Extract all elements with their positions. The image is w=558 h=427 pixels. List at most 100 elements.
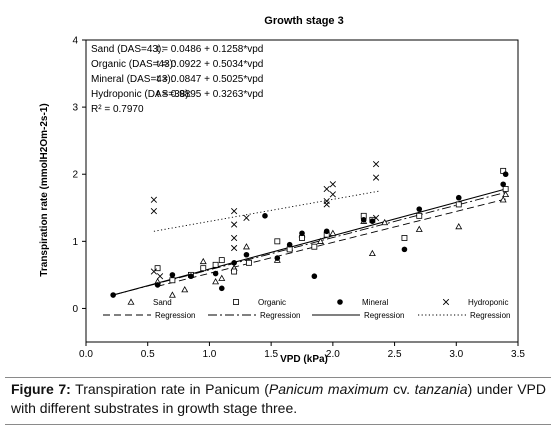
data-point-organic: [212, 261, 219, 268]
y-axis: 0 1 2 3 4: [72, 36, 86, 315]
data-points: [110, 161, 510, 298]
legend-line-label: Regression: [470, 311, 510, 320]
data-point-sand: [502, 190, 510, 197]
equation-formula: t = 0.0922 + 0.5034*vpd: [157, 59, 264, 70]
data-point-mineral: [262, 213, 268, 219]
data-point-sand: [499, 196, 507, 203]
data-point-mineral: [243, 251, 250, 258]
data-point-sand: [242, 243, 250, 250]
data-point-sand: [181, 286, 189, 293]
equation-formula: t = 0.0486 + 0.1258*vpd: [157, 44, 264, 55]
data-point-sand: [199, 257, 207, 265]
data-point-organic: [154, 265, 161, 272]
regression-equations: Sand (DAS=43):t = 0.0486 + 0.1258*vpd Org…: [91, 44, 263, 115]
x-tick-label: 1.5: [264, 349, 278, 360]
data-point-hydroponic: [150, 196, 158, 203]
y-tick-label: 2: [72, 170, 78, 181]
equation-label: Mineral (DAS=43):: [91, 74, 174, 85]
data-point-mineral: [360, 217, 367, 223]
data-point-hydroponic: [372, 174, 380, 181]
legend-label: Sand: [153, 298, 172, 307]
data-point-hydroponic: [150, 208, 158, 215]
data-point-hydroponic: [243, 214, 250, 221]
data-point-organic: [416, 212, 423, 219]
y-tick-label: 4: [72, 36, 78, 47]
data-point-hydroponic: [329, 191, 336, 198]
x-axis: 0.0 0.5 1.0 1.5 2.0 2.5 3.0 3.5: [79, 342, 525, 360]
data-point-sand: [368, 249, 376, 257]
x-tick-label: 2.0: [326, 349, 340, 360]
data-point-mineral: [323, 228, 330, 235]
legend-line-label: Regression: [364, 311, 404, 320]
data-point-hydroponic: [230, 208, 238, 215]
data-point-organic: [502, 186, 509, 192]
legend-marker: [233, 299, 239, 305]
data-point-organic: [311, 243, 318, 250]
caption-label: Figure 7:: [11, 381, 71, 397]
data-point-hydroponic: [372, 214, 380, 221]
data-point-sand: [218, 274, 226, 281]
r-squared: R² = 0.7970: [91, 104, 144, 115]
data-point-sand: [168, 291, 176, 298]
data-point-organic: [455, 201, 462, 208]
x-axis-title: VPD (kPa): [280, 354, 328, 365]
data-point-hydroponic: [230, 221, 238, 228]
data-point-organic: [200, 265, 207, 272]
x-tick-label: 1.0: [202, 349, 216, 360]
legend: Sand Regression Organic Regression Mineral Re…: [103, 298, 510, 320]
data-point-hydroponic: [372, 161, 380, 168]
plot-frame: [85, 39, 519, 343]
y-tick-label: 1: [72, 237, 78, 248]
data-point-organic: [246, 259, 252, 266]
data-point-mineral: [110, 292, 116, 298]
equation-formula: t = 0.0847 + 0.5025*vpd: [157, 74, 264, 85]
data-point-organic: [169, 277, 176, 284]
data-point-organic: [274, 238, 281, 245]
y-tick-label: 3: [72, 103, 78, 114]
legend-label: Mineral: [362, 298, 388, 307]
equation-label: Hydroponic (DAS=38):: [91, 89, 191, 100]
data-point-hydroponic: [230, 244, 238, 252]
x-tick-label: 0.5: [141, 349, 155, 360]
data-point-mineral: [188, 273, 194, 280]
data-point-mineral: [299, 230, 305, 237]
data-point-mineral: [311, 273, 318, 280]
data-point-sand: [212, 277, 220, 285]
legend-line-label: Regression: [155, 311, 195, 320]
data-point-mineral: [455, 194, 462, 201]
data-point-hydroponic: [323, 197, 330, 205]
data-point-hydroponic: [150, 268, 158, 275]
x-tick-label: 3.5: [511, 349, 525, 360]
legend-marker: [442, 298, 450, 306]
x-tick-label: 0.0: [79, 349, 93, 360]
data-point-hydroponic: [156, 273, 164, 280]
x-tick-label: 3.0: [449, 349, 463, 360]
legend-marker: [127, 298, 135, 305]
data-point-hydroponic: [323, 185, 330, 193]
legend-label: Hydroponic: [468, 298, 508, 307]
data-point-mineral: [169, 272, 176, 278]
data-point-mineral: [154, 282, 161, 288]
data-point-sand: [455, 222, 463, 230]
equation-formula: t = 0.9895 + 0.3263*vpd: [157, 89, 264, 100]
data-point-mineral: [401, 246, 408, 253]
equation-label: Organic (DAS=43):: [91, 59, 176, 70]
caption-species: Panicum maximum: [268, 381, 389, 397]
data-point-mineral: [286, 241, 293, 248]
y-tick-label: 0: [72, 304, 78, 315]
caption-box: [5, 377, 551, 425]
data-point-hydroponic: [329, 181, 336, 188]
data-point-mineral: [231, 260, 237, 266]
data-point-hydroponic: [230, 234, 238, 242]
data-point-mineral: [212, 270, 219, 277]
regression-line: [113, 188, 506, 296]
regression-line: [153, 190, 380, 232]
x-tick-label: 2.5: [388, 349, 402, 360]
data-point-sand: [317, 237, 324, 244]
y-axis-title: Transpiration rate (mmolH2Om-2s-1): [39, 103, 50, 276]
equation-label: Sand (DAS=43):: [91, 44, 164, 55]
data-point-organic: [286, 246, 293, 253]
data-point-organic: [401, 235, 408, 241]
